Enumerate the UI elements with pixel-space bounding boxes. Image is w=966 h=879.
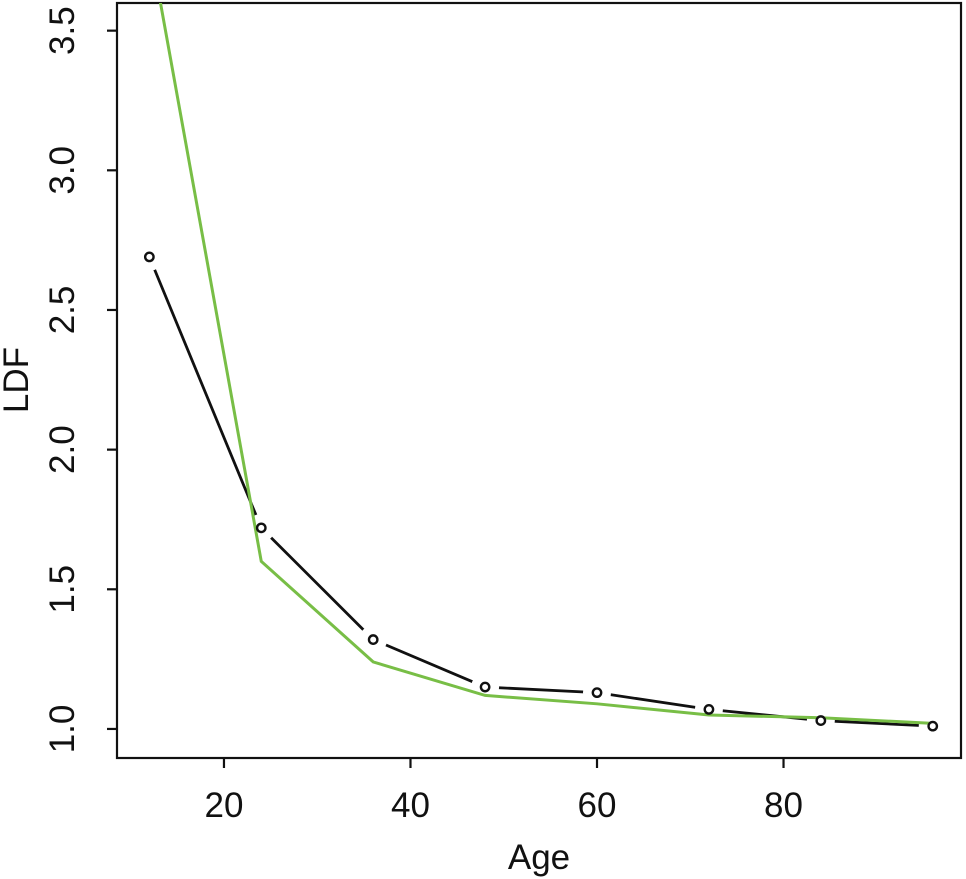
data-point-marker	[591, 687, 603, 699]
x-tick-label: 40	[391, 786, 430, 825]
x-axis-label: Age	[508, 838, 570, 877]
y-tick-label: 2.0	[43, 425, 82, 474]
y-axis-label: LDF	[0, 347, 36, 413]
fitted-curve-line	[158, 3, 933, 725]
x-tick-label: 20	[205, 786, 244, 825]
y-tick-label: 3.5	[43, 6, 82, 55]
observed-series-line	[148, 256, 933, 728]
plot-border	[115, 1, 963, 760]
data-point-marker	[143, 251, 155, 263]
data-point-marker	[255, 522, 267, 534]
y-tick-label: 1.5	[43, 565, 82, 614]
data-point-marker	[479, 681, 491, 693]
x-tick-label: 60	[578, 786, 617, 825]
y-tick-label: 1.0	[43, 705, 82, 754]
data-point-marker	[927, 720, 939, 732]
data-point-marker	[703, 703, 715, 715]
y-tick-label: 3.0	[43, 146, 82, 195]
y-tick-label: 2.5	[43, 286, 82, 335]
data-point-marker	[815, 715, 827, 726]
x-tick-label: 80	[764, 786, 803, 825]
data-point-marker	[367, 634, 379, 645]
